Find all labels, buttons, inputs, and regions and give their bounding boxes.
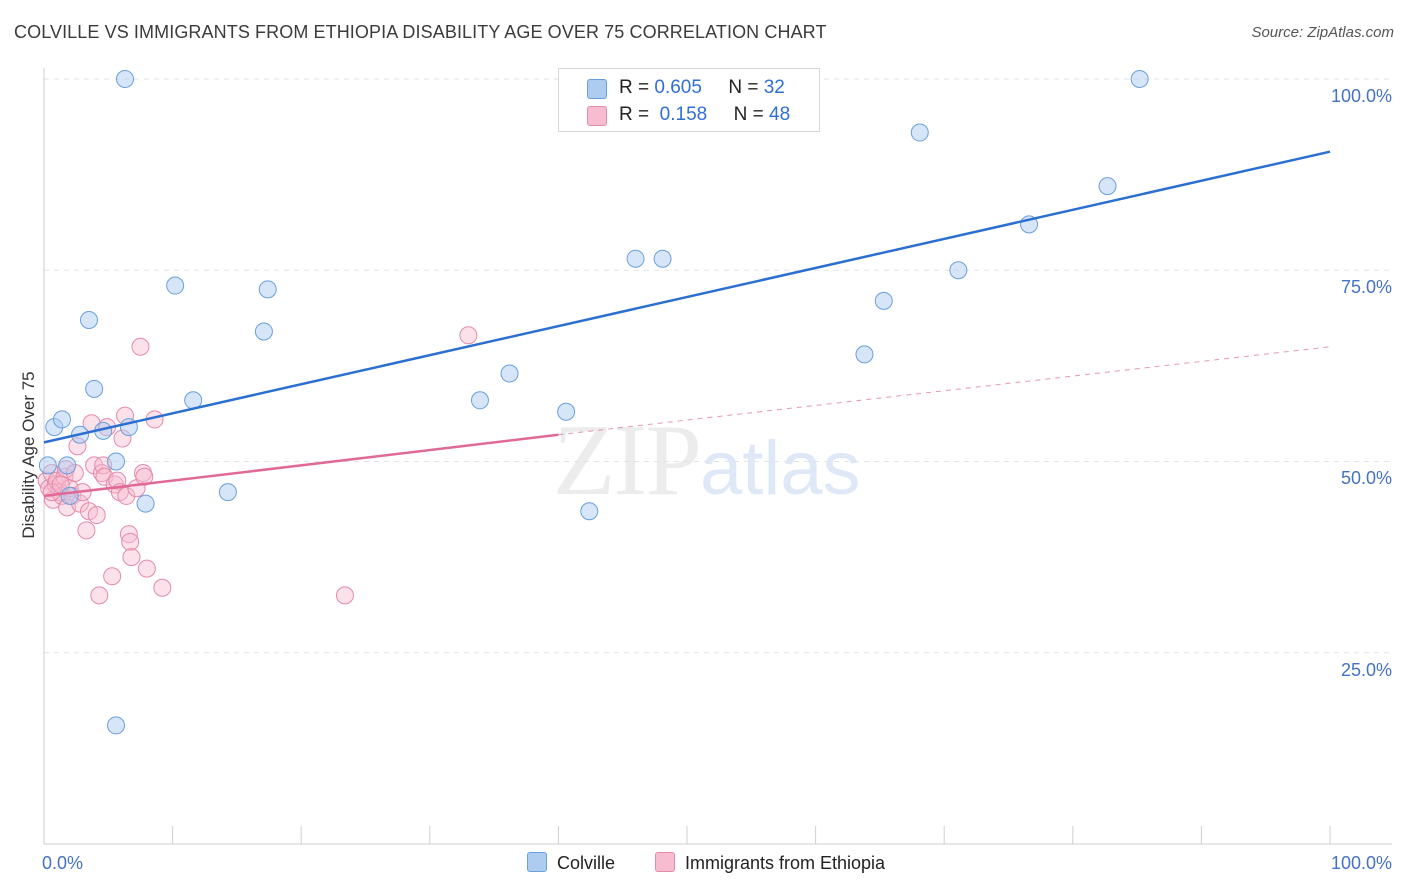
ethiopia-point-17 [77,521,96,540]
legend-swatch-pink [587,106,607,126]
watermark-atlas: atlas [700,426,861,511]
colville-point-20 [500,364,519,383]
bottom-legend-swatch-pink [655,852,675,872]
bottom-legend-swatch-blue [527,852,547,872]
chart-title: COLVILLE VS IMMIGRANTS FROM ETHIOPIA DIS… [14,22,827,42]
colville-point-28 [949,261,968,280]
bottom-legend-label: Immigrants from Ethiopia [685,853,886,873]
colville-point-30 [1098,177,1117,196]
legend-r-label: R = [619,77,650,98]
colville-point-14 [166,276,185,295]
ethiopia-point-45 [459,326,478,345]
ethiopia-trend-line [43,433,559,498]
ethiopia-point-36 [122,548,141,567]
ethiopia-point-44 [335,586,354,605]
bottom-legend-ethiopia: Immigrants from Ethiopia [655,852,885,874]
y-tick-label-75: 75.0% [1340,277,1392,297]
ethiopia-point-35 [121,532,140,551]
y-axis-label: Disability Age Over 75 [19,371,38,539]
ethiopia-trend-extension [558,346,1331,436]
watermark-zip: ZIP [553,404,702,517]
x-tick-label-100: 100.0% [1330,853,1392,873]
colville-point-2 [53,410,72,429]
colville-point-13 [136,494,155,513]
colville-point-11 [116,70,135,88]
colville-point-6 [80,310,99,329]
ethiopia-point-34 [119,525,138,544]
legend-r-value: 0.158 [659,104,708,125]
colville-point-22 [580,502,599,521]
ethiopia-point-27 [103,567,122,586]
ethiopia-point-20 [85,456,104,475]
legend-n-label: N = [728,77,759,98]
colville-point-19 [470,391,489,410]
colville-point-4 [60,486,79,505]
legend-r-label: R = [619,104,650,125]
colville-trend-line [43,150,1331,444]
legend-swatch-blue [587,79,607,99]
colville-point-9 [107,452,126,471]
legend-n-value: 32 [763,77,785,98]
ethiopia-point-29 [108,471,127,490]
y-tick-label-25: 25.0% [1340,660,1392,680]
ethiopia-point-38 [131,337,150,356]
colville-point-7 [85,379,104,398]
x-tick-label-0: 0.0% [42,853,84,873]
y-tick-label-100: 100.0% [1330,86,1392,106]
ethiopia-point-21 [87,506,106,525]
colville-point-0 [38,456,57,475]
colville-point-25 [855,345,874,364]
legend-n-value: 48 [769,104,791,125]
bottom-legend-label: Colville [557,853,616,873]
colville-point-24 [653,249,672,268]
colville-point-23 [626,249,645,268]
colville-point-17 [254,322,273,341]
colville-point-10 [107,716,126,735]
colville-point-3 [58,456,77,475]
ethiopia-point-33 [117,486,136,505]
colville-point-16 [218,483,237,502]
colville-point-26 [874,291,893,310]
legend-n-label: N = [733,104,764,125]
y-tick-label-50: 50.0% [1340,468,1392,488]
colville-point-27 [910,123,929,142]
source-label: Source: ZipAtlas.com [1251,24,1394,41]
ethiopia-point-22 [90,586,109,605]
legend-r-value: 0.605 [654,77,702,98]
colville-point-31 [1130,70,1149,88]
colville-point-18 [258,280,277,299]
correlation-legend: R = 0.605 N = 32 R = 0.158 N = 48 [558,68,820,132]
watermark: ZIPatlas [553,402,861,519]
colville-point-21 [557,402,576,421]
ethiopia-point-40 [135,467,154,486]
bottom-legend-colville: Colville [527,852,615,874]
ethiopia-point-41 [137,559,156,578]
ethiopia-point-43 [153,578,172,597]
